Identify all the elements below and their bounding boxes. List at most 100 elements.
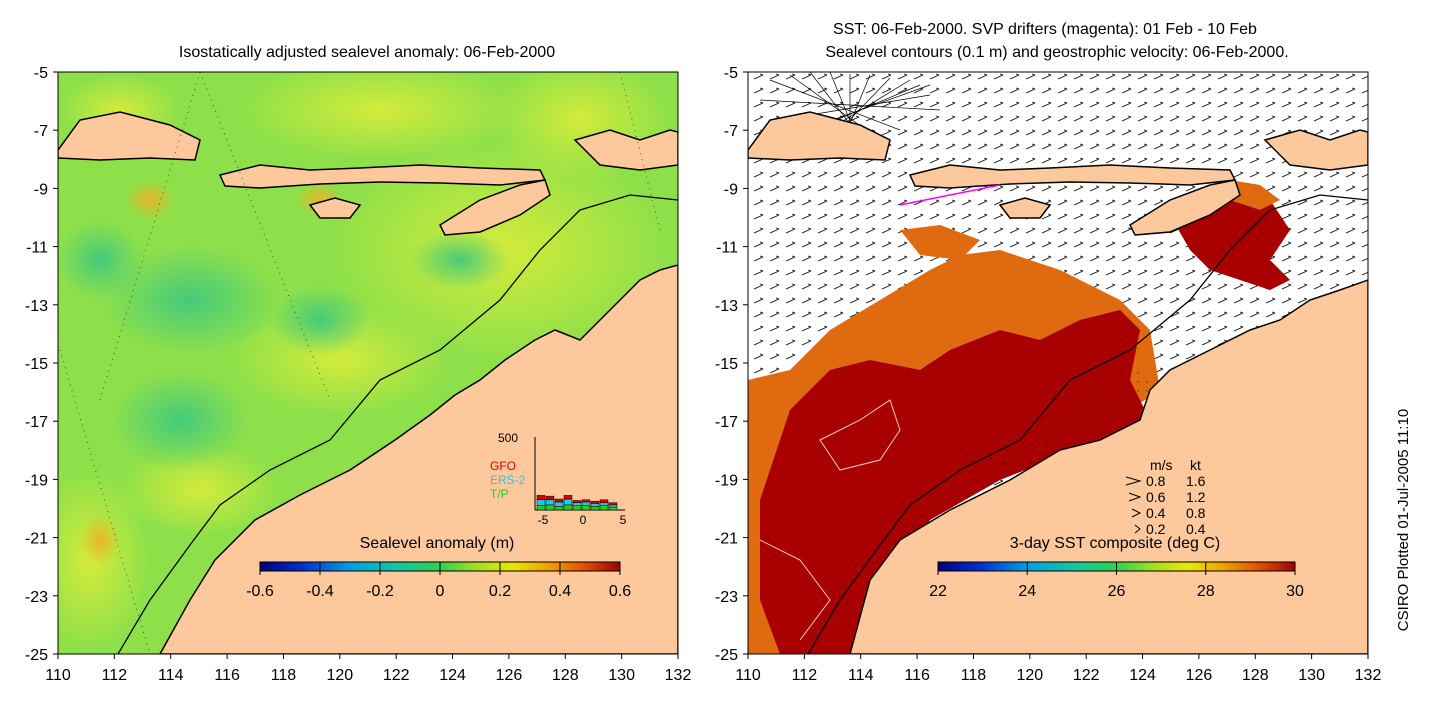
lon-tick-label: 122	[383, 667, 410, 684]
colorbar-tick-label: 0.2	[489, 583, 511, 600]
anomaly-low	[58, 220, 145, 300]
lat-tick-label: -23	[25, 589, 48, 606]
inset-bar-segment-tp	[536, 505, 546, 511]
altimeter-track	[199, 72, 331, 401]
velocity-legend-rows: 0.8 1.60.6 1.20.4 0.80.2 0.4	[1125, 473, 1206, 537]
inset-bar-segment-ers	[572, 502, 582, 506]
shelf-dot-grid	[870, 360, 1160, 620]
left-land-java-east	[58, 111, 201, 161]
left-colorbar[interactable]: Sealevel anomaly (m) -0.6 -0.4 -0.2 0 0.2 0.4…	[246, 535, 631, 600]
colorbar-tick-label: 28	[1197, 583, 1215, 600]
lat-tick-label: -5	[724, 65, 738, 82]
lat-tick-label: -13	[715, 298, 738, 315]
lat-tick-label: -19	[25, 472, 48, 489]
inset-bar-segment-gfo	[554, 498, 564, 503]
lat-tick-label: -11	[26, 240, 48, 257]
lon-tick-label: 114	[848, 667, 874, 684]
colorbar-tick-label: -0.4	[306, 583, 334, 600]
lon-tick-label: 120	[326, 667, 353, 684]
inset-bar-segment-gfo	[545, 495, 555, 501]
colorbar-tick-label: -0.6	[246, 583, 274, 600]
lon-tick-label: 116	[214, 667, 240, 684]
left-title: Isostatically adjusted sealevel anomaly:…	[179, 44, 555, 61]
inset-x-tick-label: 0	[580, 513, 587, 527]
inset-ymax-label: 500	[498, 431, 518, 445]
right-lat-axis: -5 -7 -9 -11 -13 -15 -17 -19 -21 -23 -25	[715, 65, 748, 664]
right-land-australia	[849, 279, 1368, 654]
velocity-legend-ms-header: m/s	[1150, 457, 1173, 473]
inset-bar-segment-ers	[545, 499, 555, 506]
lon-tick-label: 120	[1016, 667, 1043, 684]
left-land-australia	[159, 264, 678, 654]
anomaly-peak	[125, 180, 175, 220]
lat-tick-label: -21	[25, 531, 48, 548]
inset-bar-segment-ers	[563, 498, 573, 506]
inset-bar-segment-ers	[554, 501, 564, 507]
inset-bar-segment-gfo	[563, 495, 573, 500]
right-title-line2: Sealevel contours (0.1 m) and geostrophi…	[825, 44, 1288, 61]
lat-tick-label: -7	[34, 123, 48, 140]
anomaly-low	[110, 370, 250, 470]
right-title-line1: SST: 06-Feb-2000. SVP drifters (magenta)…	[833, 21, 1257, 38]
right-colorbar[interactable]: 3-day SST composite (deg C) 22 24 26 28 30	[929, 535, 1304, 600]
right-map-area[interactable]	[748, 72, 1368, 654]
sst-orange-patch	[900, 225, 980, 260]
inset-bar-segment-gfo	[581, 499, 591, 503]
lon-tick-label: 110	[45, 667, 71, 684]
left-lon-axis: 110 112 114 116 118 120 122 124 126 128 130 132	[45, 654, 691, 684]
lon-tick-label: 118	[961, 667, 987, 684]
left-colorbar-ticks: -0.6 -0.4 -0.2 0 0.2 0.4 0.6	[246, 562, 631, 600]
right-colorbar-label: 3-day SST composite (deg C)	[1010, 535, 1220, 552]
inset-legend-entry: T/P	[490, 487, 509, 501]
right-colorbar-ticks: 22 24 26 28 30	[929, 562, 1304, 600]
lat-tick-label: -23	[715, 589, 738, 606]
velocity-kt-value: 1.2	[1186, 489, 1206, 505]
velocity-ms-value: 0.4	[1146, 505, 1166, 521]
lon-tick-label: 116	[904, 667, 930, 684]
lon-tick-label: 118	[271, 667, 297, 684]
inset-bar-segment-tp	[581, 505, 591, 511]
anomaly-high	[240, 72, 520, 160]
velocity-kt-value: 1.6	[1186, 473, 1206, 489]
anomaly-peak	[80, 515, 120, 565]
inset-bars	[536, 495, 618, 511]
velocity-ms-value: 0.8	[1146, 473, 1166, 489]
svp-drifter-track	[899, 184, 1001, 206]
colorbar-tick-label: 26	[1108, 583, 1126, 600]
right-shelf-contour	[807, 194, 1368, 654]
colorbar-tick-label: 0	[436, 583, 445, 600]
inset-bar-segment-tp	[554, 506, 564, 511]
inset-bar-segment-tp	[563, 504, 573, 511]
lat-tick-label: -11	[716, 240, 738, 257]
lat-tick-label: -9	[724, 181, 738, 198]
colorbar-tick-label: -0.2	[366, 583, 394, 600]
anomaly-low	[410, 230, 510, 290]
lat-tick-label: -5	[34, 65, 48, 82]
left-map-area[interactable]	[30, 60, 678, 654]
inset-bar-segment-gfo	[590, 500, 600, 504]
lon-tick-label: 122	[1073, 667, 1100, 684]
right-map-panel: SST: 06-Feb-2000. SVP drifters (magenta)…	[715, 21, 1382, 684]
colorbar-tick-label: 24	[1018, 583, 1036, 600]
lon-tick-label: 132	[665, 667, 692, 684]
lon-tick-label: 126	[496, 667, 523, 684]
inset-bar-segment-tp	[599, 505, 609, 511]
colorbar-tick-label: 0.4	[549, 583, 571, 600]
anomaly-low	[100, 245, 280, 355]
inset-x-tick-label: -5	[538, 513, 549, 527]
right-lon-axis: 110 112 114 116 118 120 122 124 126 128 130 132	[735, 654, 1381, 684]
inset-bar-segment-gfo	[599, 499, 609, 503]
lon-tick-label: 110	[735, 667, 761, 684]
inset-bar-segment-ers	[590, 503, 600, 507]
lat-tick-label: -17	[715, 414, 738, 431]
left-lat-axis: -5 -7 -9 -11 -13 -15 -17 -19 -21 -23 -25	[25, 65, 58, 664]
inset-legend-entry: ERS-2	[490, 473, 526, 487]
sst-red-field	[760, 310, 1150, 654]
velocity-ms-value: 0.6	[1146, 489, 1166, 505]
lat-tick-label: -15	[715, 356, 738, 373]
lon-tick-label: 128	[1242, 667, 1269, 684]
sealevel-contour	[819, 399, 901, 471]
velocity-kt-value: 0.4	[1186, 521, 1206, 537]
colorbar-tick-label: 0.6	[609, 583, 631, 600]
